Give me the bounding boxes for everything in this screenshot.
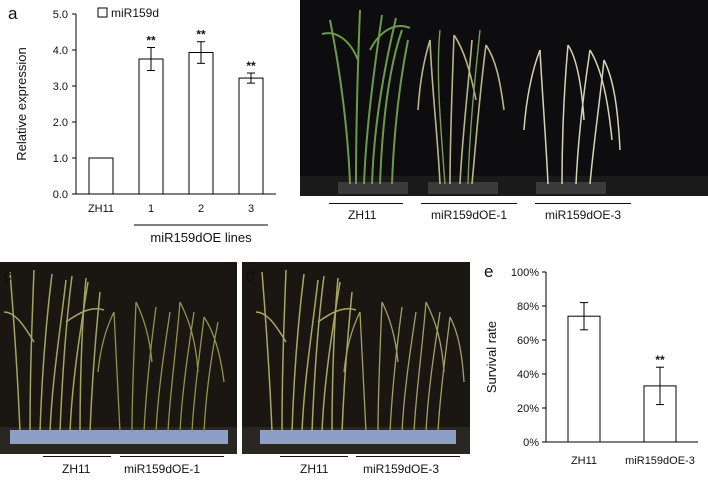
y-tick-label: 0% bbox=[523, 437, 539, 449]
chart-a-expression: 0.0 1.0 2.0 3.0 4.0 5.0 Relative expression ZH1… bbox=[14, 6, 276, 245]
bar bbox=[88, 157, 114, 195]
underline-b-oe3 bbox=[535, 203, 631, 204]
panel-letter-e: e bbox=[484, 262, 494, 281]
photo-b-drawing bbox=[300, 9, 708, 196]
significance-mark: ** bbox=[246, 59, 256, 73]
bar bbox=[238, 77, 264, 195]
legend-swatch bbox=[97, 7, 108, 18]
underline-c-zh11 bbox=[43, 456, 111, 457]
x-group-label: miR159dOE lines bbox=[150, 230, 252, 245]
legend-label: miR159d bbox=[111, 6, 159, 20]
y-tick-label: 100% bbox=[511, 267, 539, 279]
underline-b-oe1 bbox=[421, 203, 517, 204]
label-d-zh11: ZH11 bbox=[300, 462, 329, 476]
underline-b-zh11 bbox=[329, 203, 403, 204]
bar bbox=[138, 58, 164, 195]
y-tick-label: 5.0 bbox=[53, 9, 68, 21]
x-tick-label: 2 bbox=[198, 203, 204, 215]
y-tick-label: 1.0 bbox=[53, 153, 68, 165]
x-tick-label: 1 bbox=[148, 203, 154, 215]
label-c-oe1: miR159dOE-1 bbox=[124, 462, 201, 476]
significance-mark: ** bbox=[655, 353, 665, 367]
y-tick-label: 3.0 bbox=[53, 81, 68, 93]
bar bbox=[567, 315, 601, 443]
underline-c-oe1 bbox=[120, 456, 224, 457]
underline-d-oe3 bbox=[356, 456, 460, 457]
label-c-zh11: ZH11 bbox=[62, 462, 91, 476]
x-tick-label: miR159dOE-3 bbox=[625, 455, 695, 467]
y-tick-label: 0.0 bbox=[53, 189, 68, 201]
y-tick-label: 2.0 bbox=[53, 117, 68, 129]
photo-b-plants bbox=[300, 0, 708, 196]
photo-c-drawing bbox=[0, 269, 237, 454]
bar bbox=[188, 52, 214, 195]
x-tick-label: ZH11 bbox=[571, 455, 597, 467]
panel-letter-c: c bbox=[3, 266, 12, 285]
panel-letter-d: d bbox=[246, 266, 256, 285]
y-axis-label: Survival rate bbox=[484, 321, 499, 393]
label-d-oe3: miR159dOE-3 bbox=[363, 462, 440, 476]
y-tick-label: 60% bbox=[517, 335, 539, 347]
y-tick-label: 40% bbox=[517, 369, 539, 381]
x-tick-label: 3 bbox=[248, 203, 254, 215]
underline-d-zh11 bbox=[280, 456, 348, 457]
y-tick-label: 20% bbox=[517, 403, 539, 415]
label-b-oe1: miR159dOE-1 bbox=[431, 208, 508, 222]
photo-d-drawing bbox=[242, 269, 470, 454]
significance-mark: ** bbox=[146, 33, 156, 47]
y-tick-label: 80% bbox=[517, 301, 539, 313]
significance-mark: ** bbox=[196, 28, 206, 42]
x-tick-label: ZH11 bbox=[88, 203, 114, 215]
chart-e-survival: 0% 20% 40% 60% 80% 100% Survival rate ZH11 ** miR… bbox=[484, 267, 698, 467]
panel-letter-a: a bbox=[8, 4, 18, 23]
label-b-oe3: miR159dOE-3 bbox=[545, 208, 622, 222]
y-axis-label: Relative expression bbox=[14, 47, 29, 160]
y-tick-label: 4.0 bbox=[53, 45, 68, 57]
photo-d-plants bbox=[242, 262, 470, 454]
photo-c-plants bbox=[0, 262, 237, 454]
label-b-zh11: ZH11 bbox=[348, 208, 377, 222]
